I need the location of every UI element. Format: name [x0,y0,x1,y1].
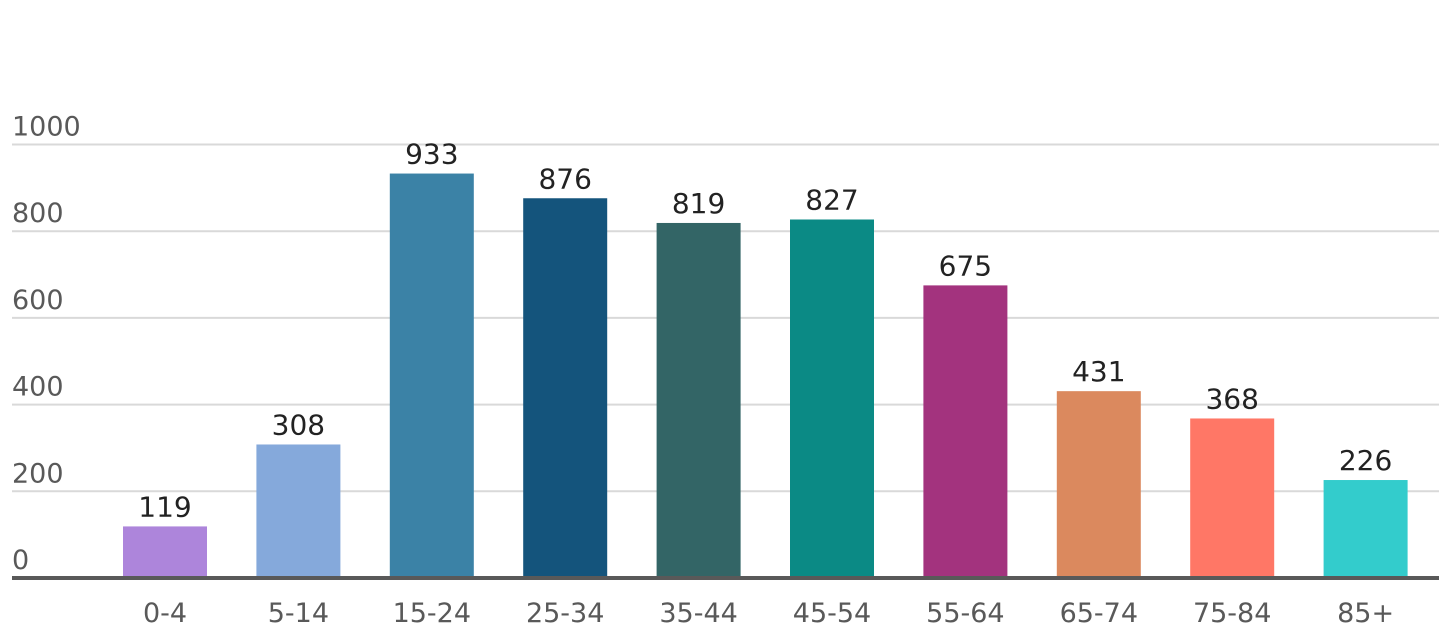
x-category-label-0-4: 0-4 [143,598,187,629]
x-category-label-55-64: 55-64 [926,598,1004,629]
y-axis-tick-labels: 0 200 400 600 800 1000 [12,112,81,577]
x-category-label-75-84: 75-84 [1193,598,1271,629]
bar-35-44 [656,222,741,578]
data-label-25-34: 876 [538,162,591,195]
data-label-45-54: 827 [805,183,858,216]
y-tick-label: 400 [12,372,64,403]
data-label-0-4: 119 [138,490,191,523]
data-labels: 119 308 933 876 819 827 675 431 368 226 [138,138,1392,524]
data-label-85+: 226 [1339,444,1392,477]
bar-5-14 [256,444,341,578]
data-label-65-74: 431 [1072,355,1125,388]
bar-15-24 [389,173,474,578]
y-tick-label: 600 [12,285,64,316]
x-category-label-45-54: 45-54 [793,598,871,629]
y-tick-label: 800 [12,198,64,229]
x-category-label-85+: 85+ [1337,598,1394,629]
data-label-55-64: 675 [939,249,992,282]
x-category-label-5-14: 5-14 [268,598,329,629]
bar-45-54 [790,219,874,579]
y-tick-label: 0 [12,545,29,576]
y-tick-label: 1000 [12,112,81,143]
bars [123,173,1408,579]
x-axis-category-labels: 0-4 5-14 15-24 25-34 35-44 45-54 55-64 65-74 75-… [143,598,1394,629]
y-tick-label: 200 [12,458,64,489]
x-category-label-65-74: 65-74 [1060,598,1138,629]
x-category-label-35-44: 35-44 [659,598,737,629]
x-category-label-25-34: 25-34 [526,598,604,629]
data-label-15-24: 933 [405,138,458,171]
data-label-75-84: 368 [1205,382,1258,415]
bar-75-84 [1190,418,1275,578]
bar-0-4 [123,526,207,578]
bar-85+ [1323,480,1408,578]
bar-65-74 [1056,391,1141,578]
x-category-label-15-24: 15-24 [393,598,471,629]
bar-55-64 [923,285,1008,578]
data-label-5-14: 308 [272,408,325,441]
bar-25-34 [523,198,608,578]
data-label-35-44: 819 [672,187,725,220]
